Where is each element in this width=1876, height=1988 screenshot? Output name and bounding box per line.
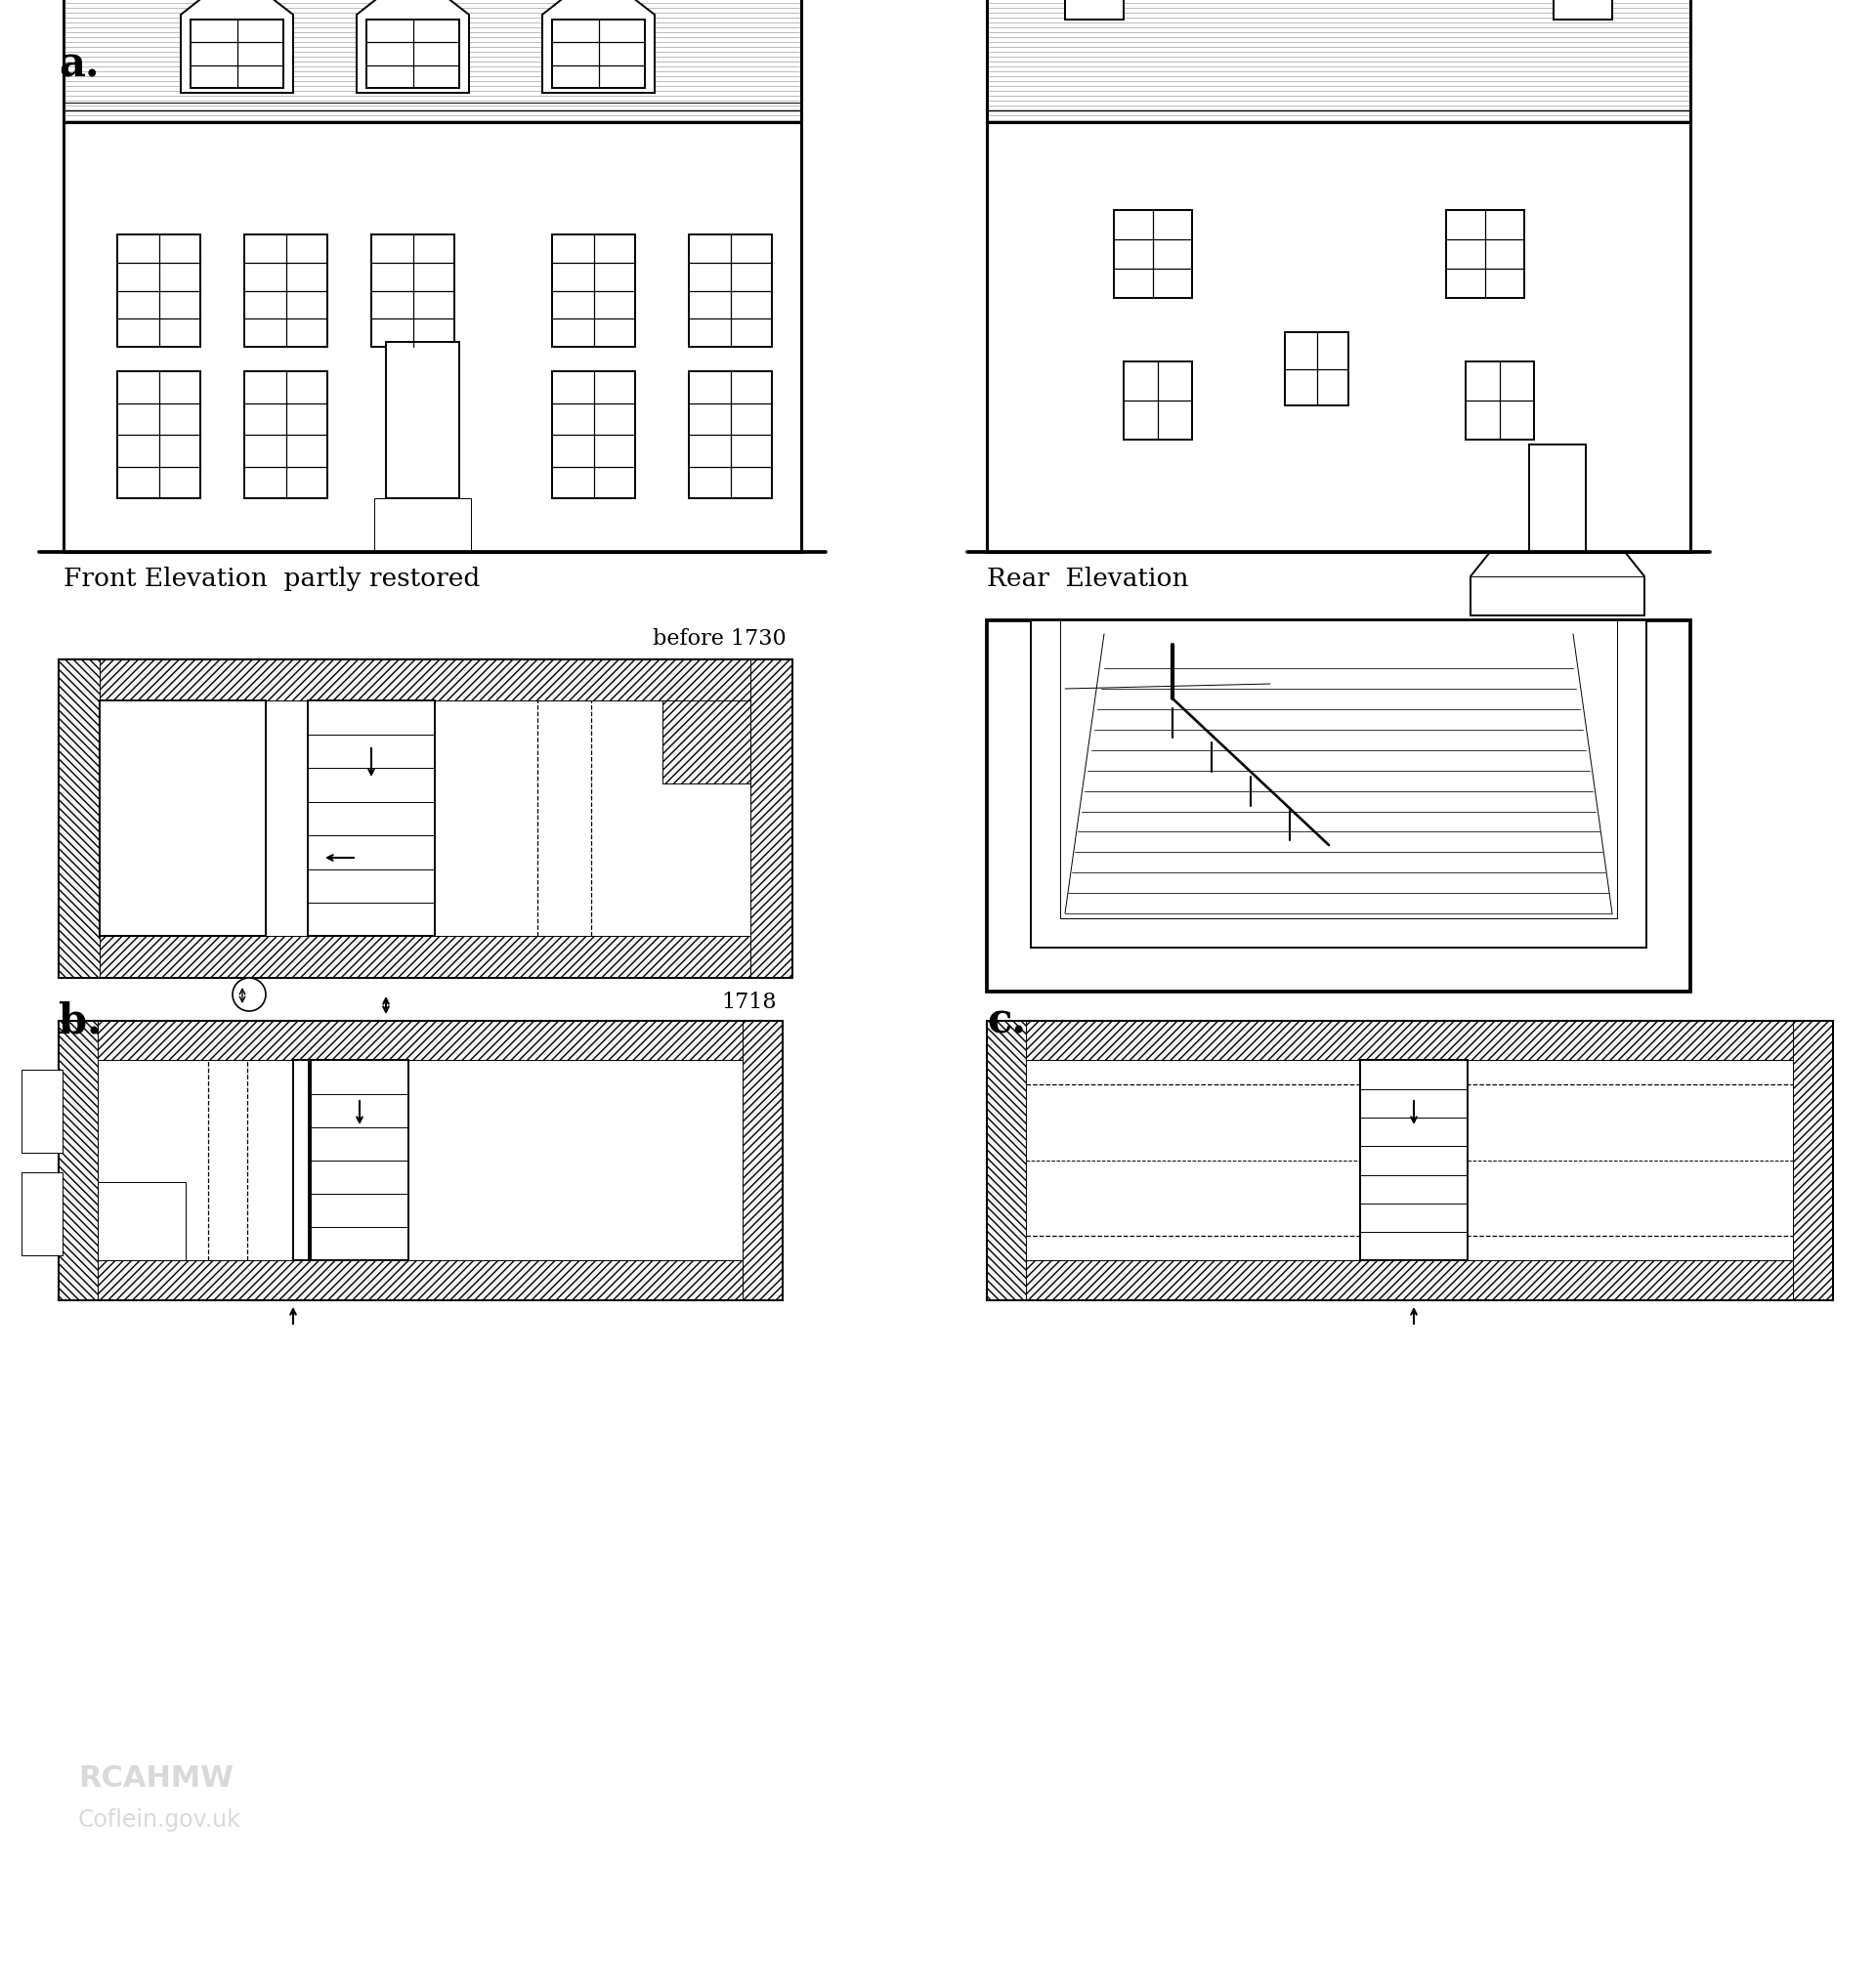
Bar [58, 936, 792, 976]
Bar [366, 20, 460, 87]
Bar [1030, 620, 1647, 948]
Bar [308, 700, 435, 936]
Bar [116, 372, 201, 499]
Bar [311, 1060, 409, 1260]
Bar [244, 372, 326, 499]
Bar [116, 235, 201, 346]
Bar [386, 342, 460, 499]
Bar [987, 1022, 1833, 1300]
Text: c.: c. [987, 1002, 1026, 1042]
Bar [21, 1173, 62, 1254]
Bar [987, 1260, 1833, 1300]
Bar [1553, 0, 1611, 20]
Bar [552, 235, 636, 346]
Bar [987, 0, 1690, 121]
Bar [1285, 332, 1349, 406]
Bar [1529, 445, 1585, 553]
Bar [1114, 211, 1191, 298]
Polygon shape [1471, 553, 1645, 616]
Bar [662, 700, 750, 783]
Bar [1360, 1060, 1467, 1260]
Bar [58, 1260, 782, 1300]
Bar [244, 235, 326, 346]
Bar [1066, 0, 1124, 20]
Bar [1793, 1022, 1833, 1300]
Bar [688, 372, 771, 499]
Bar [58, 660, 99, 976]
Circle shape [233, 978, 266, 1012]
Polygon shape [356, 0, 469, 93]
Bar [1060, 620, 1617, 918]
Bar [58, 1022, 98, 1300]
Polygon shape [542, 0, 655, 93]
Text: a.: a. [58, 44, 99, 85]
Polygon shape [180, 0, 293, 93]
Text: Rear  Elevation: Rear Elevation [987, 567, 1189, 590]
Bar [58, 660, 792, 976]
Text: RCAHMW: RCAHMW [79, 1763, 233, 1793]
Bar [1465, 362, 1535, 439]
Bar [58, 660, 792, 700]
Text: 1718: 1718 [722, 992, 777, 1014]
Bar [21, 1070, 62, 1153]
Text: b.: b. [58, 1002, 101, 1042]
Bar [58, 1022, 782, 1060]
Bar [987, 121, 1690, 553]
Bar [1446, 211, 1523, 298]
Bar [987, 620, 1690, 992]
Text: Coflein.gov.uk: Coflein.gov.uk [79, 1809, 242, 1831]
Bar [987, 1022, 1833, 1060]
Bar [373, 499, 471, 553]
Bar [293, 1060, 310, 1260]
Bar [64, 121, 801, 553]
Bar [688, 235, 771, 346]
Bar [552, 20, 645, 87]
Bar [371, 235, 454, 346]
Bar [58, 1022, 782, 1300]
Bar [1124, 362, 1191, 439]
Bar [98, 1183, 186, 1260]
Bar [191, 20, 283, 87]
Bar [64, 0, 801, 121]
Bar [750, 660, 792, 976]
Bar [99, 700, 266, 936]
Text: before 1730: before 1730 [653, 628, 786, 650]
Bar [743, 1022, 782, 1300]
Bar [987, 1022, 1026, 1300]
Bar [552, 372, 636, 499]
Text: Front Elevation  partly restored: Front Elevation partly restored [64, 567, 480, 590]
